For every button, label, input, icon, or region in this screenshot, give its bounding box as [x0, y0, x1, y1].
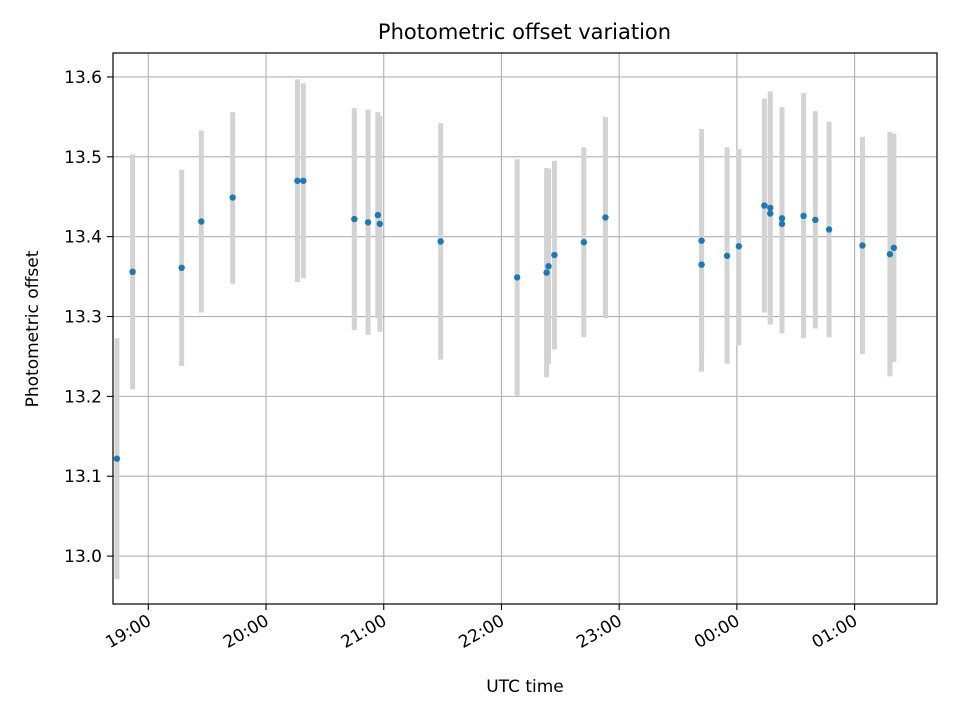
- data-point: [602, 214, 609, 221]
- data-point: [723, 252, 731, 260]
- data-point: [300, 177, 307, 184]
- data-point: [294, 177, 301, 184]
- data-point: [545, 263, 552, 270]
- y-tick-label: 13.1: [64, 467, 102, 487]
- data-point: [698, 261, 705, 268]
- data-point: [374, 211, 382, 219]
- data-point: [376, 220, 384, 228]
- data-point: [551, 251, 558, 259]
- data-point: [113, 455, 121, 462]
- data-point: [890, 244, 898, 252]
- y-tick-label: 13.0: [64, 547, 102, 567]
- data-point: [513, 274, 521, 281]
- y-tick-label: 13.5: [64, 148, 102, 168]
- y-tick-label: 13.6: [64, 68, 102, 88]
- data-point: [778, 215, 786, 222]
- data-point: [859, 242, 866, 249]
- data-point: [778, 220, 786, 228]
- data-point: [351, 215, 358, 223]
- data-point: [735, 243, 743, 250]
- data-point: [761, 202, 768, 209]
- data-points: [113, 177, 898, 462]
- y-axis-ticks: 13.0 13.1 13.2 13.3 13.4 13.5 13.6: [64, 68, 113, 567]
- data-point: [129, 268, 136, 276]
- data-point: [767, 210, 774, 217]
- data-point: [229, 194, 236, 201]
- y-tick-label: 13.4: [64, 228, 102, 248]
- y-tick-label: 13.2: [64, 387, 102, 407]
- data-point: [767, 204, 774, 212]
- grid: [113, 53, 937, 604]
- data-point: [364, 219, 372, 226]
- data-point: [698, 237, 705, 244]
- chart-title: Photometric offset variation: [378, 20, 671, 44]
- data-point: [886, 251, 894, 258]
- data-point: [543, 269, 550, 276]
- data-point: [178, 264, 185, 272]
- data-point: [198, 218, 205, 225]
- y-tick-label: 13.3: [64, 308, 102, 328]
- plot-area-frame: [112, 52, 938, 605]
- data-point: [812, 216, 819, 224]
- x-axis-label: UTC time: [486, 677, 564, 697]
- data-point: [800, 212, 807, 220]
- data-point: [437, 238, 444, 245]
- data-point: [825, 226, 833, 233]
- data-point: [580, 239, 588, 246]
- y-axis-label: Photometric offset: [23, 250, 43, 407]
